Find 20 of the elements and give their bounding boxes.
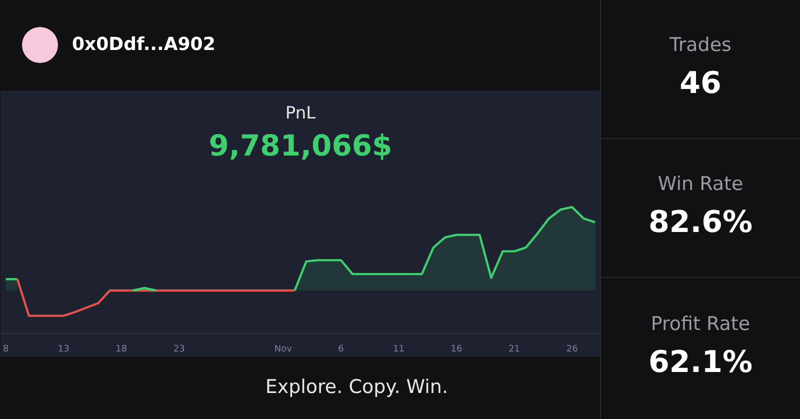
text: 46 xyxy=(680,65,722,104)
text: Profit Rate xyxy=(650,312,750,336)
x-tick-label: 11 xyxy=(393,344,404,354)
text: 62.1% xyxy=(648,344,753,382)
text: Explore. Copy. Win. xyxy=(265,375,448,400)
x-tick-label: 8 xyxy=(2,344,9,354)
chart-subtitle: 9,781,066$ xyxy=(208,128,392,162)
x-tick-label: 21 xyxy=(508,344,520,354)
text: Trades xyxy=(670,33,732,58)
x-tick-label: 16 xyxy=(450,344,463,354)
text: 0x0Ddf...A902 xyxy=(72,33,216,58)
chart-title: PnL xyxy=(285,104,316,124)
text: 82.6% xyxy=(648,204,753,242)
x-tick-label: 18 xyxy=(116,344,128,354)
x-tick-label: 13 xyxy=(58,344,70,354)
text: Win Rate xyxy=(658,172,744,197)
x-tick-label: 6 xyxy=(338,344,344,354)
x-tick-label: Nov xyxy=(274,344,293,354)
x-tick-label: 23 xyxy=(173,344,185,354)
x-tick-label: 26 xyxy=(566,344,578,354)
